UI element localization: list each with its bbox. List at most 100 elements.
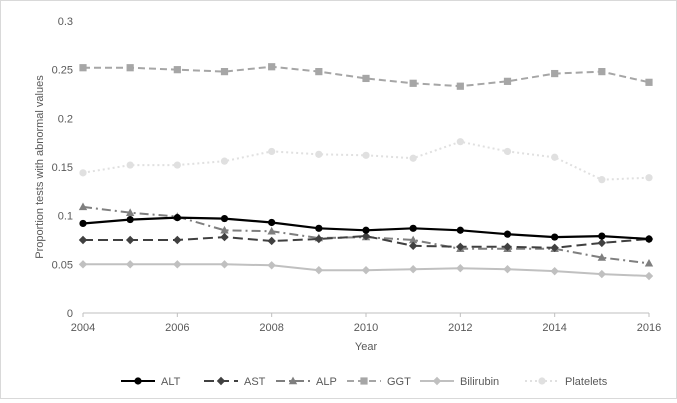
data-point-ggt [551,69,559,78]
data-point-ast [503,242,512,252]
data-point-ggt [409,79,417,87]
legend-swatch-marker [432,376,442,386]
y-tick-label: 0 [67,308,73,320]
data-point-alt [220,214,229,223]
data-point-platelets [456,138,464,146]
data-point-ast [267,236,276,246]
data-point-bilirubin [314,265,324,275]
data-point-platelets [173,161,181,169]
data-point-ast [78,235,88,245]
data-point-alt [598,232,606,240]
data-point-platelets [362,151,370,159]
data-point-alt [645,235,653,243]
legend-label: ALP [316,376,337,388]
data-point-bilirubin [173,260,182,269]
data-point-alp [644,258,654,267]
y-axis-ticks: 0 0.05 0.1 0.15 0.2 0.25 0.3 [52,16,73,320]
data-point-ast [408,241,418,251]
legend-label: ALT [161,376,181,388]
legend-item-alt: ALT [121,376,181,388]
legend-swatch-marker [360,377,368,385]
data-point-ggt [503,77,512,85]
data-point-bilirubin [597,269,607,279]
data-point-platelets [645,174,653,182]
x-tick-label: 2006 [165,322,189,334]
data-point-alt [315,224,323,232]
y-tick-label: 0.3 [58,16,73,28]
x-axis-label: Year [355,341,378,353]
data-point-alt [456,226,464,234]
data-point-ggt [362,74,370,83]
legend-item-alp: ALP [276,376,337,388]
data-point-alt [503,230,512,238]
y-tick-label: 0.25 [52,65,73,77]
data-point-alt [551,233,559,241]
data-point-platelets [409,154,417,162]
x-tick-label: 2014 [542,322,566,334]
data-point-alt [79,219,87,228]
series-platelets [79,138,653,184]
data-point-alt [409,224,417,232]
series-line-platelets [82,140,650,181]
y-tick-label: 0.05 [52,259,73,271]
data-point-platelets [79,169,87,177]
x-tick-label: 2016 [637,322,661,334]
data-point-ggt [315,68,323,76]
data-point-alp [220,225,229,234]
y-tick-label: 0.1 [58,211,73,223]
data-point-bilirubin [125,260,135,269]
data-point-bilirubin [220,260,229,269]
legend-swatch-marker [216,376,226,386]
data-point-bilirubin [408,265,418,274]
legend-label: AST [244,376,266,388]
series-layer [78,63,654,281]
data-point-bilirubin [361,265,371,275]
series-ast [78,231,654,252]
data-point-platelets [598,176,606,184]
data-point-platelets [551,153,559,161]
data-point-ast [550,243,559,252]
data-point-ggt [173,66,181,74]
data-point-ggt [645,78,653,86]
data-point-alp [267,226,276,235]
legend-item-ast: AST [204,376,266,388]
data-point-alt [173,214,181,222]
data-point-alp [125,208,135,216]
legend-item-platelets: Platelets [525,376,608,388]
data-point-bilirubin [644,271,654,281]
data-point-alt [362,226,370,234]
legend: ALT AST ALP GGT Bilirubin Platelets [121,376,608,388]
data-point-ast [125,235,135,245]
legend-swatch-marker [134,377,142,385]
legend-item-bilirubin: Bilirubin [420,376,499,388]
y-tick-label: 0.2 [58,113,73,125]
data-point-ggt [126,64,134,72]
x-tick-label: 2004 [71,322,95,334]
legend-label: Platelets [565,376,608,388]
data-point-ggt [79,64,87,72]
x-tick-label: 2012 [448,322,472,334]
data-point-alp [78,202,88,211]
data-point-ggt [598,68,606,76]
data-point-alt [126,215,134,224]
data-point-alt [268,218,276,227]
data-point-platelets [315,150,323,158]
x-tick-label: 2010 [354,322,378,334]
x-tick-label: 2008 [259,322,283,334]
data-point-ast [456,242,465,252]
legend-label: GGT [387,376,411,388]
data-point-bilirubin [550,266,559,276]
data-point-ggt [220,68,229,76]
data-point-ast [361,231,371,241]
series-bilirubin [78,260,654,281]
x-axis-ticks: 2004 2006 2008 2010 2012 2014 2016 [71,313,661,334]
data-point-platelets [503,147,512,156]
data-point-alp [597,253,607,261]
legend-swatch-marker [538,377,546,385]
data-point-bilirubin [456,264,465,273]
series-alt [79,214,653,243]
data-point-bilirubin [78,260,88,269]
y-tick-label: 0.15 [52,162,73,174]
